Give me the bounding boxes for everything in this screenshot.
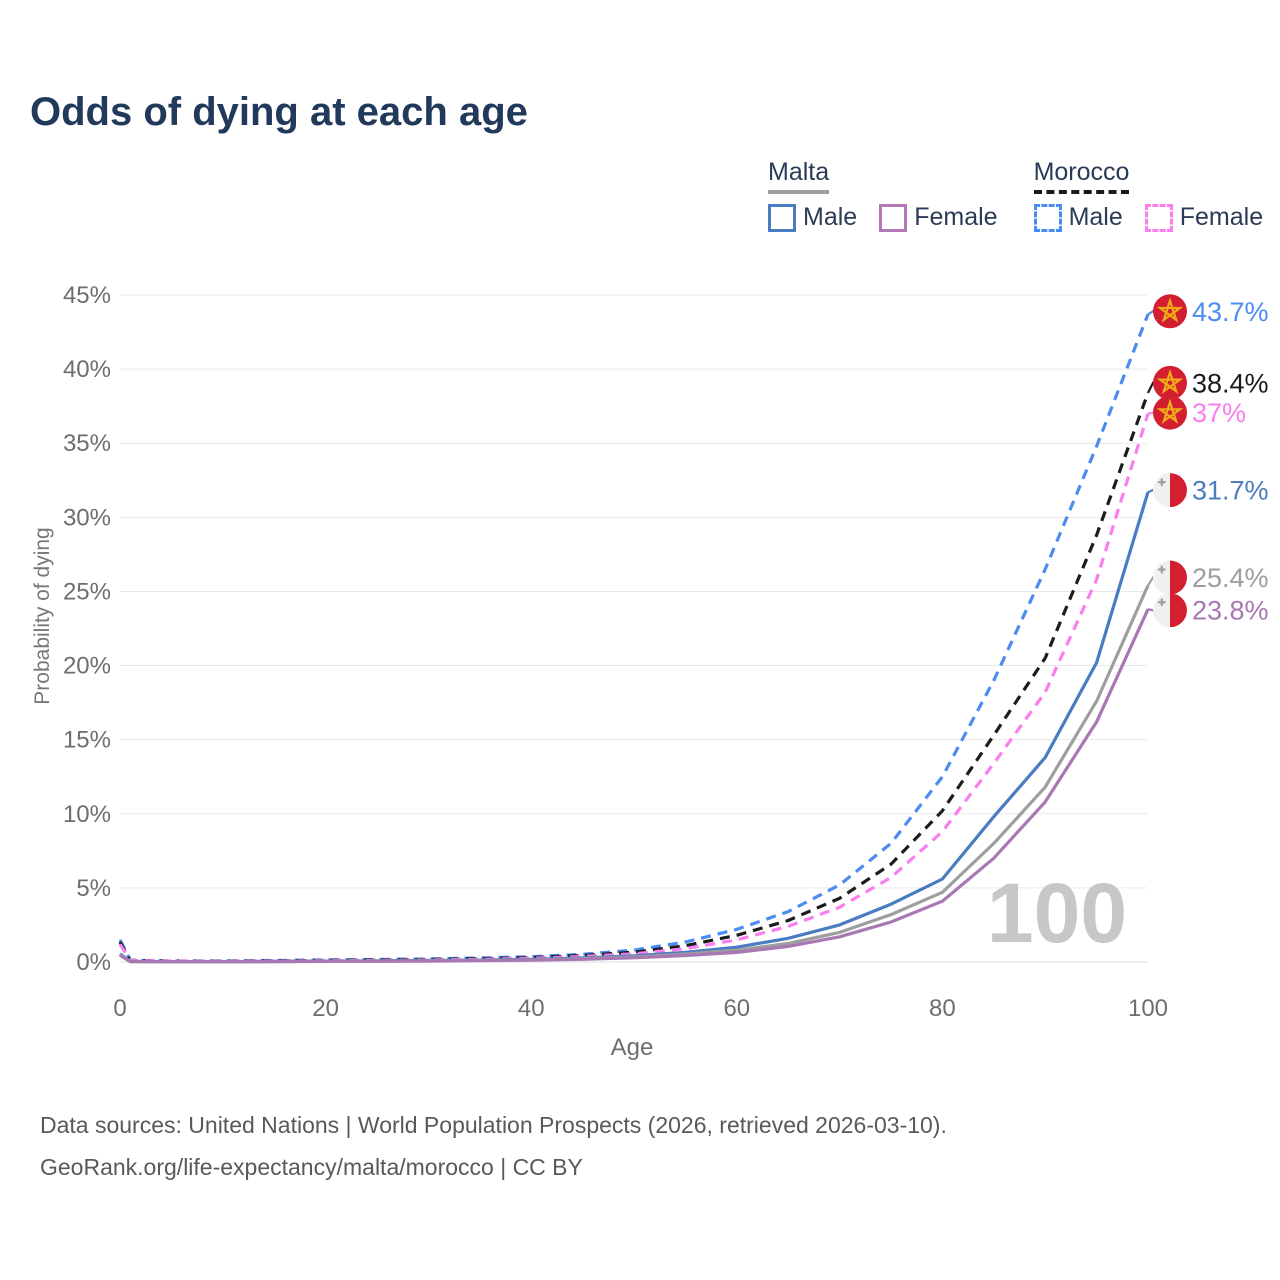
flag-morocco-icon	[1153, 395, 1187, 430]
flag-morocco-icon	[1153, 294, 1187, 329]
x-tick-label: 0	[113, 995, 126, 1022]
label-connector	[1147, 608, 1154, 612]
end-value-label-malta-female: 23.8%	[1192, 596, 1269, 626]
y-tick-label: 0%	[76, 949, 111, 976]
label-connector	[1147, 381, 1155, 394]
chart-footer: Data sources: United Nations | World Pop…	[40, 1104, 947, 1188]
y-tick-label: 15%	[63, 727, 111, 754]
end-value-label-morocco-both: 38.4%	[1192, 368, 1269, 398]
label-connector	[1147, 310, 1157, 316]
end-value-label-morocco-male: 43.7%	[1192, 297, 1269, 327]
label-connector	[1147, 411, 1154, 415]
y-tick-label: 20%	[63, 653, 111, 680]
flag-malta-icon	[1153, 560, 1187, 595]
y-tick-label: 30%	[63, 504, 111, 531]
data-sources-line: Data sources: United Nations | World Pop…	[40, 1112, 947, 1138]
y-axis-title: Probability of dying	[31, 527, 54, 704]
label-connector	[1147, 489, 1154, 494]
x-axis-title: Age	[611, 1034, 654, 1061]
y-tick-label: 45%	[63, 282, 111, 309]
legend-group-title: Malta	[768, 158, 830, 194]
end-value-label-malta-both: 25.4%	[1192, 563, 1269, 593]
legend-item-label: Female	[914, 203, 998, 231]
series-swatch-icon	[879, 203, 908, 232]
legend-group-title: Morocco	[1033, 158, 1130, 194]
series-line-morocco-male	[118, 313, 1150, 963]
x-tick-label: 80	[929, 995, 956, 1022]
legend-item-label: Female	[1179, 203, 1264, 231]
legend: Malta Male Female Morocco Male	[768, 158, 1263, 232]
series-swatch-icon	[768, 203, 796, 232]
x-tick-label: 60	[723, 995, 750, 1022]
y-tick-label: 40%	[63, 356, 111, 383]
legend-item-morocco-male[interactable]: Male	[1033, 203, 1123, 232]
series-swatch-icon	[1144, 203, 1173, 232]
flag-morocco-icon	[1153, 365, 1187, 400]
legend-item-label: Male	[803, 203, 858, 231]
x-tick-label: 20	[312, 995, 339, 1022]
watermark-age-label: 100	[987, 866, 1127, 960]
series-swatch-icon	[1033, 203, 1062, 232]
flag-malta-icon	[1153, 473, 1187, 508]
page-title: Odds of dying at each age	[30, 90, 528, 134]
flag-malta-icon	[1153, 593, 1187, 628]
end-value-label-malta-male: 31.7%	[1192, 476, 1269, 506]
attribution-line: GeoRank.org/life-expectancy/malta/morocc…	[40, 1154, 583, 1180]
x-tick-label: 100	[1128, 995, 1168, 1022]
x-tick-label: 40	[518, 995, 545, 1022]
y-tick-label: 5%	[76, 875, 111, 902]
legend-group-morocco: Morocco Male Female	[1033, 158, 1264, 232]
series-line-malta-female	[119, 608, 1150, 964]
legend-item-label: Male	[1068, 203, 1123, 231]
y-tick-label: 35%	[63, 430, 111, 457]
y-tick-label: 10%	[63, 801, 111, 828]
legend-item-malta-male[interactable]: Male	[768, 203, 857, 232]
y-tick-label: 25%	[63, 578, 111, 605]
end-value-label-morocco-female: 37%	[1192, 398, 1246, 428]
legend-group-malta: Malta Male Female	[768, 158, 998, 232]
legend-item-morocco-female[interactable]: Female	[1144, 203, 1264, 232]
legend-item-malta-female[interactable]: Female	[879, 203, 998, 232]
label-connector	[1147, 576, 1155, 587]
